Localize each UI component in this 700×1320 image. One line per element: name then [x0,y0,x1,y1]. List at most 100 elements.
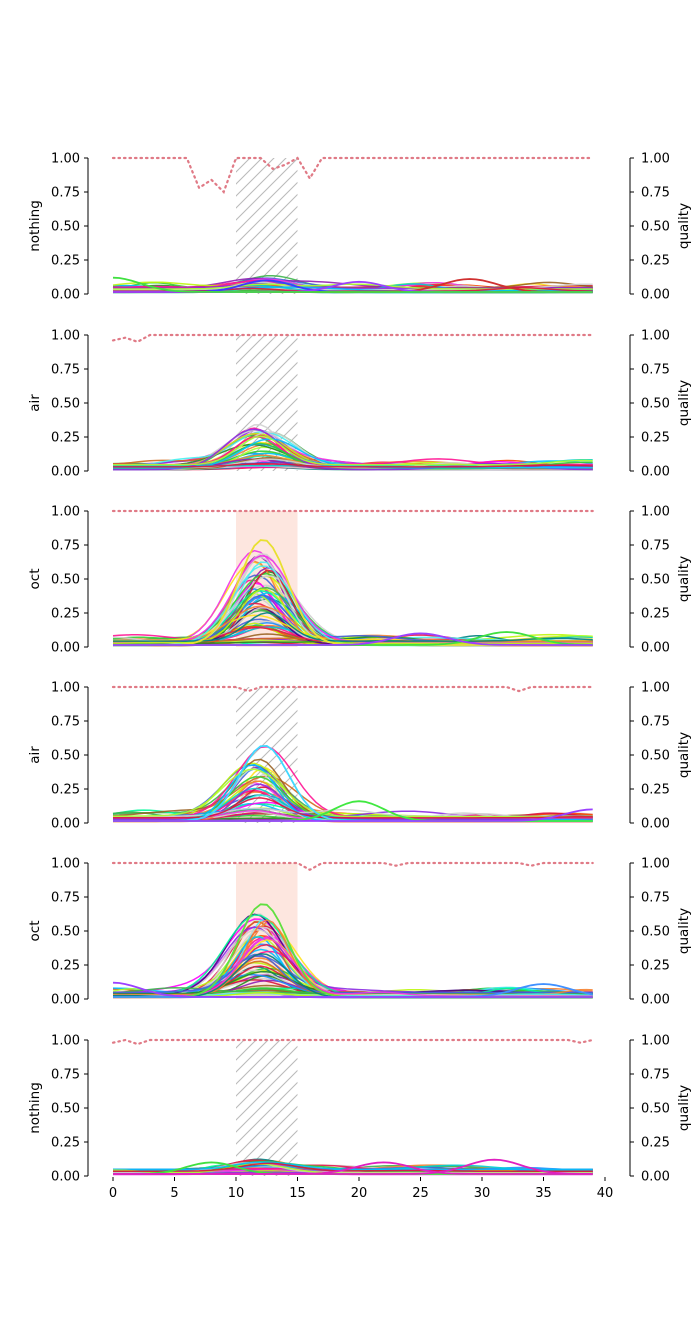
traces [112,1158,593,1176]
right-y-tick-label: 0.75 [641,539,670,554]
right-y-tick-label: 0.25 [641,783,670,798]
panel-3: 0.00 0.25 0.50 0.75 1.00 oct 0.00 0.25 0.50 0.75 1… [27,505,692,656]
y-axis-label: nothing [27,1082,43,1134]
right-y-tick-label: 0.00 [641,817,670,832]
right-axis: 0.00 0.25 0.50 0.75 1.00 quality [629,505,692,656]
traces [112,539,593,647]
y-axis-label: oct [27,569,43,590]
traces [112,274,593,294]
trace-line [113,554,593,644]
trace-line [112,936,593,995]
trace-line [113,764,593,818]
right-y-tick-label: 0.50 [641,573,670,588]
right-y-tick-label: 0.75 [641,1068,670,1083]
y-tick-label: 0.50 [51,397,80,412]
y-tick-label: 0.00 [51,993,80,1008]
right-y-tick-label: 1.00 [641,329,670,344]
trace-line-highlight [113,632,593,646]
right-axis-label: quality [676,380,692,426]
stimulus-hatch [236,1040,298,1176]
trace-line [113,435,593,466]
x-tick-label: 10 [228,1186,245,1201]
left-axis: 0.00 0.25 0.50 0.75 1.00 nothing [27,152,89,303]
trace-line [113,919,593,998]
right-axis: 0.00 0.25 0.50 0.75 1.00 quality [629,857,692,1008]
y-tick-label: 0.25 [51,254,80,269]
trace-line [112,560,593,643]
traces [112,744,593,823]
y-tick-label: 0.00 [51,817,80,832]
right-y-tick-label: 0.75 [641,891,670,906]
right-y-tick-label: 0.00 [641,288,670,303]
trace-line [112,936,593,996]
y-tick-label: 0.25 [51,783,80,798]
y-tick-label: 0.00 [51,288,80,303]
right-y-tick-label: 0.25 [641,959,670,974]
y-tick-label: 0.00 [51,641,80,656]
y-tick-label: 0.75 [51,715,80,730]
y-tick-label: 0.50 [51,749,80,764]
x-axis: 0 5 10 15 20 25 30 35 40 [109,1177,613,1201]
trace-line [112,572,593,642]
traces [112,903,593,999]
trace-line [112,555,593,642]
y-tick-label: 0.25 [51,607,80,622]
y-tick-label: 0.50 [51,1102,80,1117]
y-tick-label: 0.00 [51,465,80,480]
quality-line [111,333,594,343]
x-tick-label: 20 [351,1186,368,1201]
panel-4: 0.00 0.25 0.50 0.75 1.00 air 0.00 0.25 0.50 0.75 1… [27,681,692,832]
panel-5: 0.00 0.25 0.50 0.75 1.00 oct 0.00 0.25 0.50 0.75 1… [27,857,692,1008]
quality-line [111,861,594,872]
y-tick-label: 0.50 [51,925,80,940]
trace-line [112,758,593,818]
trace-line [113,925,593,998]
trace-line [113,1161,593,1170]
trace-line [113,943,593,995]
right-axis: 0.00 0.25 0.50 0.75 1.00 quality [629,681,692,832]
right-y-tick-label: 0.00 [641,993,670,1008]
trace-line [113,929,593,998]
left-axis: 0.00 0.25 0.50 0.75 1.00 oct [27,857,89,1008]
trace-line [112,434,593,466]
right-axis-label: quality [676,556,692,602]
trace-line [113,553,593,643]
x-tick-label: 25 [412,1186,429,1201]
panel-2: 0.00 0.25 0.50 0.75 1.00 air 0.00 0.25 0.50 0.75 1… [27,329,692,480]
x-tick-label: 35 [535,1186,552,1201]
x-tick-label: 5 [170,1186,178,1201]
right-axis: 0.00 0.25 0.50 0.75 1.00 quality [629,329,692,480]
x-tick-label: 0 [109,1186,117,1201]
right-y-tick-label: 0.50 [641,397,670,412]
right-y-tick-label: 0.25 [641,254,670,269]
y-tick-label: 0.75 [51,1068,80,1083]
y-axis-label: air [27,394,43,412]
trace-line-highlight [113,1161,593,1175]
trace-line [113,575,593,644]
trace-line [113,768,593,818]
right-y-tick-label: 0.00 [641,465,670,480]
right-axis-label: quality [676,1085,692,1131]
x-tick-label: 15 [289,1186,306,1201]
y-tick-label: 1.00 [51,1034,80,1049]
trace-line [113,797,593,819]
trace-line-highlight [113,808,593,822]
right-y-tick-label: 0.00 [641,641,670,656]
trace-line [113,1162,593,1172]
panel-1: 0.000.250.500.751.00nothing0.000.250.500… [27,152,692,303]
y-tick-label: 0.00 [51,1170,80,1185]
right-axis-label: quality [676,203,692,249]
left-axis: 0.00 0.25 0.50 0.75 1.00 nothing [27,1034,89,1185]
trace-line [113,549,593,644]
y-axis-label: air [27,746,43,764]
left-axis: 0.00 0.25 0.50 0.75 1.00 air [27,681,89,832]
trace-line [112,918,593,994]
right-y-tick-label: 0.25 [641,431,670,446]
trace-line [113,592,593,644]
x-tick-label: 40 [597,1186,614,1201]
panel-6: 0.000.250.500.751.00nothing0.000.250.500… [27,1034,692,1185]
right-y-tick-label: 0.75 [641,715,670,730]
y-tick-label: 0.50 [51,220,80,235]
stimulus-hatch [236,158,298,294]
